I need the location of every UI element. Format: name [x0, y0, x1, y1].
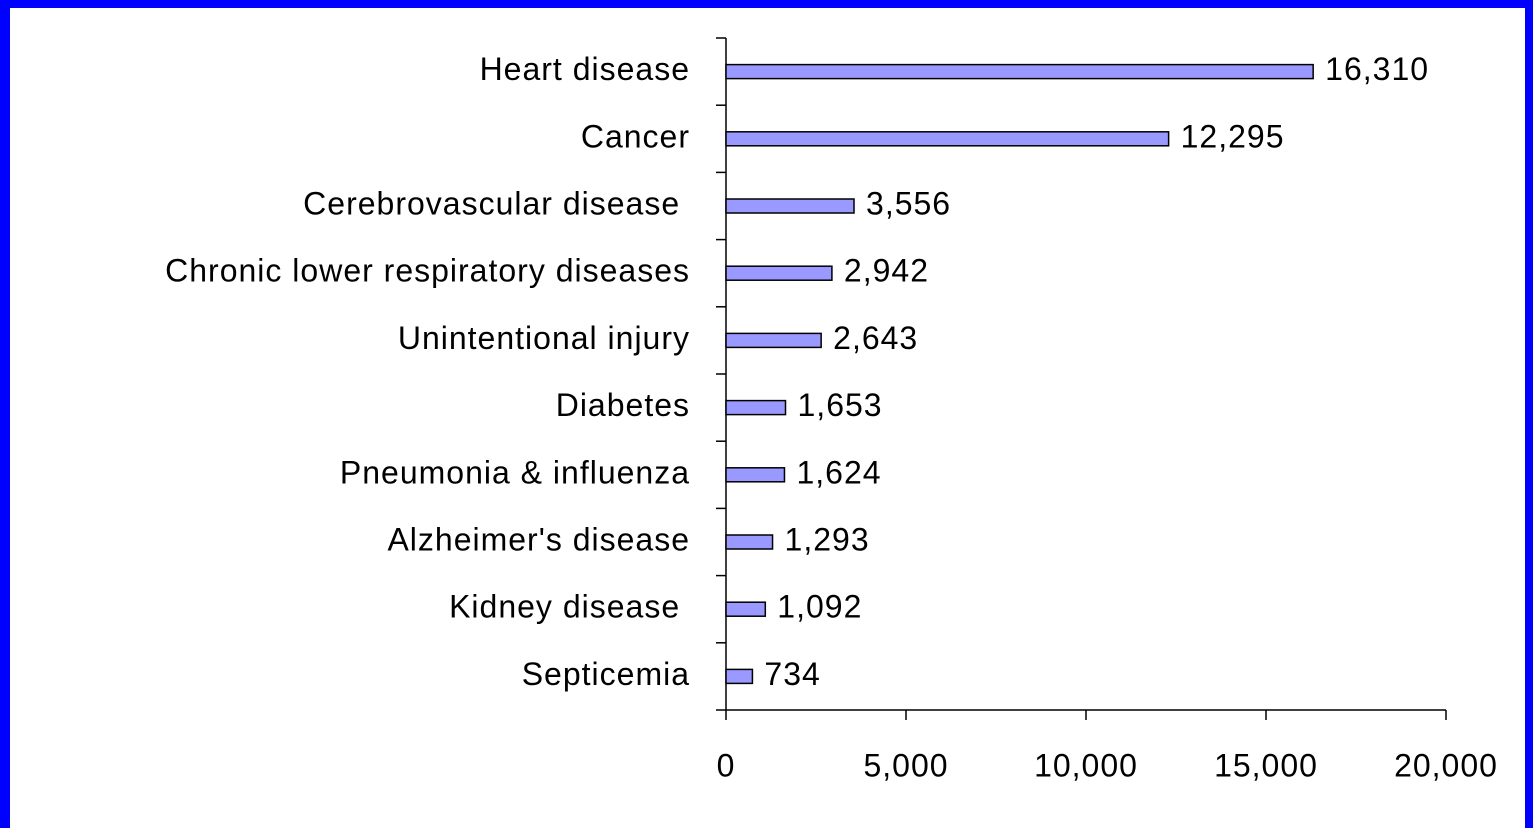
data-label: 1,293: [785, 521, 870, 557]
data-label: 3,556: [866, 185, 951, 221]
bar: [725, 63, 1314, 80]
y-tick-label: Chronic lower respiratory diseases: [165, 253, 690, 289]
bar: [725, 668, 754, 685]
data-label: 2,643: [833, 320, 918, 356]
y-tick-label: Unintentional injury: [398, 320, 690, 356]
y-tick-label: Septicemia: [522, 656, 690, 692]
x-tick-label: 15,000: [1214, 747, 1318, 783]
bar: [725, 534, 774, 550]
bar: [725, 265, 833, 281]
y-tick-label: Cancer: [581, 118, 690, 154]
bar: [725, 332, 822, 349]
x-tick-label: 0: [717, 747, 736, 783]
bar: [725, 198, 855, 214]
x-tick-label: 10,000: [1034, 747, 1138, 783]
x-tick-label: 5,000: [863, 747, 948, 783]
y-tick-label: Alzheimer's disease: [387, 521, 690, 557]
x-tick-label: 20,000: [1394, 747, 1498, 783]
y-tick-label: Kidney disease: [449, 589, 690, 625]
y-tick-label: Pneumonia & influenza: [340, 454, 690, 490]
bar: [725, 467, 786, 483]
y-tick-label: Heart disease: [480, 51, 690, 87]
data-label: 1,653: [798, 387, 883, 423]
y-tick-label: Cerebrovascular disease: [303, 185, 690, 221]
bar: [725, 131, 1170, 147]
y-tick-label: Diabetes: [556, 387, 690, 423]
bar: [725, 399, 787, 416]
data-label: 2,942: [844, 253, 929, 289]
data-label: 734: [764, 656, 820, 692]
plot-background: [10, 8, 1525, 828]
data-label: 1,092: [777, 589, 862, 625]
data-label: 12,295: [1181, 118, 1285, 154]
data-label: 1,624: [796, 454, 881, 490]
bar: [725, 601, 767, 617]
data-label: 16,310: [1325, 51, 1429, 87]
